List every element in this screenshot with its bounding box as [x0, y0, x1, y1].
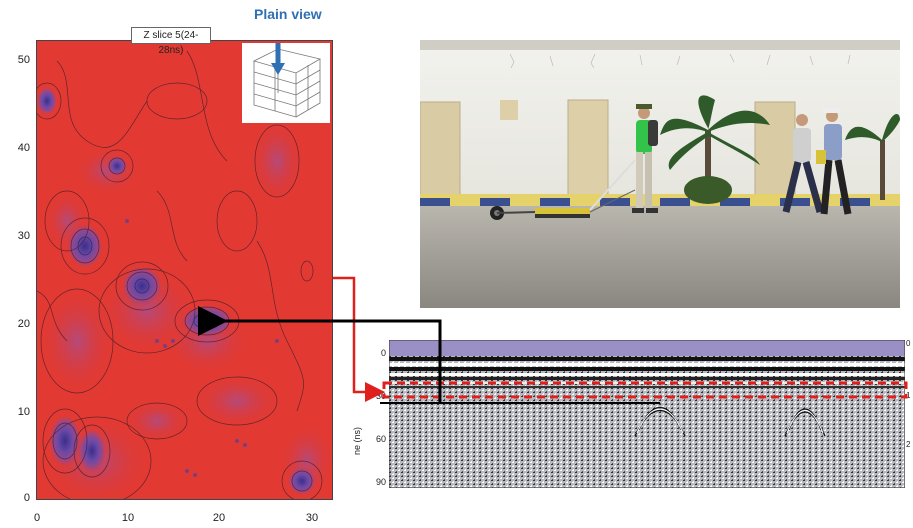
field-survey-photo: [420, 40, 900, 308]
map-x-tick: 10: [121, 512, 135, 524]
radargram-profile: [389, 340, 905, 488]
layered-block-diagram: [252, 43, 322, 118]
anomaly-connector-arrow: [198, 306, 442, 403]
radargram-graphic: [389, 340, 905, 488]
depth-slice-highlight: [382, 381, 908, 399]
radar-right-tick: 1: [906, 391, 911, 400]
map-x-tick: 30: [305, 512, 319, 524]
plain-view-inset: [242, 43, 330, 123]
radar-right-tick: 0: [906, 339, 911, 348]
radar-right-tick: 2: [906, 440, 911, 449]
map-y-tick: 50: [17, 54, 30, 66]
map-x-tick: 0: [33, 512, 41, 524]
slice-depth-connector: [333, 276, 385, 402]
map-y-tick: 10: [17, 406, 30, 418]
slice-title: Z slice 5(24-28ns): [131, 27, 211, 56]
radar-y-tick: 60: [375, 434, 386, 444]
contour-map-graphic: [37, 41, 332, 499]
map-y-tick: 40: [17, 142, 30, 154]
map-x-tick: 20: [212, 512, 226, 524]
map-y-tick: 0: [23, 492, 30, 504]
map-y-tick: 30: [17, 230, 30, 242]
gpr-survey-scene: [420, 40, 900, 308]
plain-view-label: Plain view: [254, 6, 322, 22]
radar-y-tick: 0: [380, 348, 386, 358]
map-y-tick: 20: [17, 318, 30, 330]
radar-y-tick: 90: [375, 477, 386, 487]
